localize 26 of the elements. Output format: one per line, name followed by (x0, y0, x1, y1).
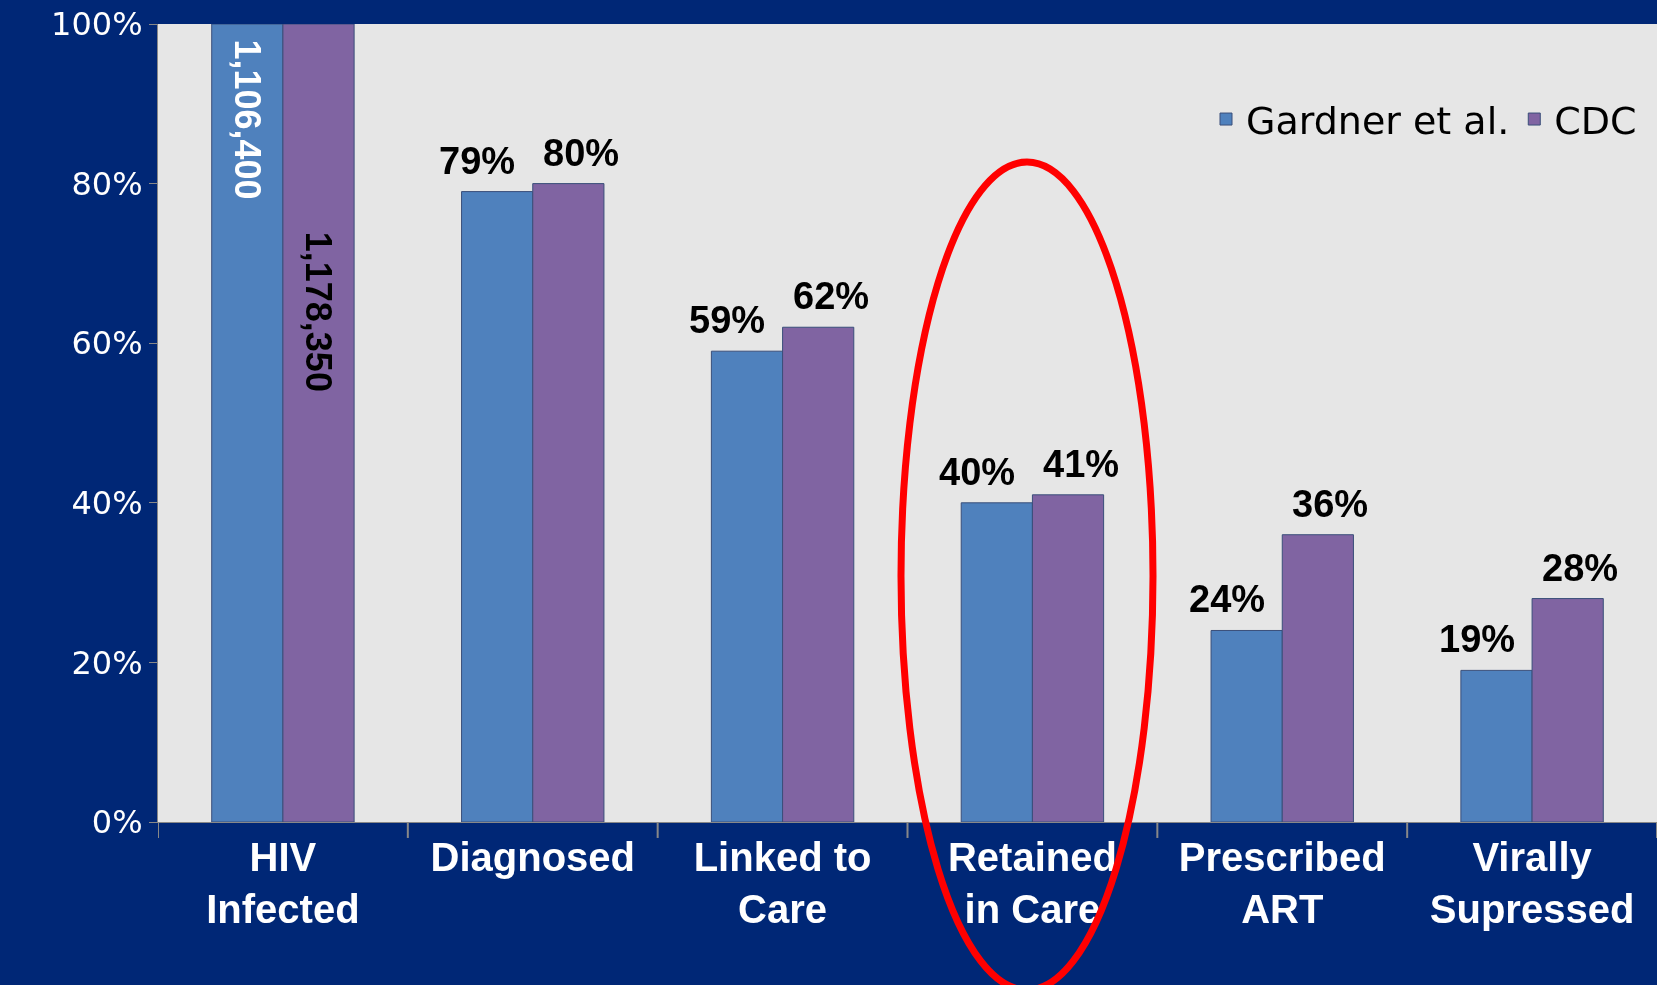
y-tick-label: 20% (71, 643, 143, 682)
x-tick-label: Linked to Care (693, 835, 872, 931)
data-label: 36% (1292, 483, 1369, 525)
x-tick-label: HIV Infected (206, 835, 360, 931)
data-label: 62% (793, 275, 870, 317)
data-label: 24% (1189, 578, 1266, 620)
legend-label: CDC (1554, 98, 1637, 143)
data-label: 40% (939, 451, 1016, 493)
data-label: 41% (1043, 443, 1120, 485)
x-tick-label: Virally Supressed (1429, 835, 1635, 931)
data-label: 19% (1439, 618, 1516, 660)
data-label: 80% (543, 132, 620, 174)
x-tick-label: Diagnosed (430, 835, 635, 879)
data-label: 79% (439, 140, 516, 182)
y-tick-label: 80% (71, 164, 143, 203)
y-tick-label: 40% (71, 484, 143, 522)
data-label: 28% (1542, 547, 1619, 589)
x-tick-label: Prescribed ART (1178, 835, 1386, 931)
y-tick-label: 100% (51, 5, 143, 44)
y-tick-label: 0% (91, 803, 143, 842)
annotation: 1,106,400 (227, 39, 269, 200)
annotation: 1,178,350 (297, 231, 339, 392)
y-tick-label: 60% (71, 324, 143, 363)
legend-label: Gardner et al. (1246, 98, 1510, 143)
x-tick-label: Retained in Care (947, 835, 1117, 931)
data-label: 59% (689, 299, 766, 341)
